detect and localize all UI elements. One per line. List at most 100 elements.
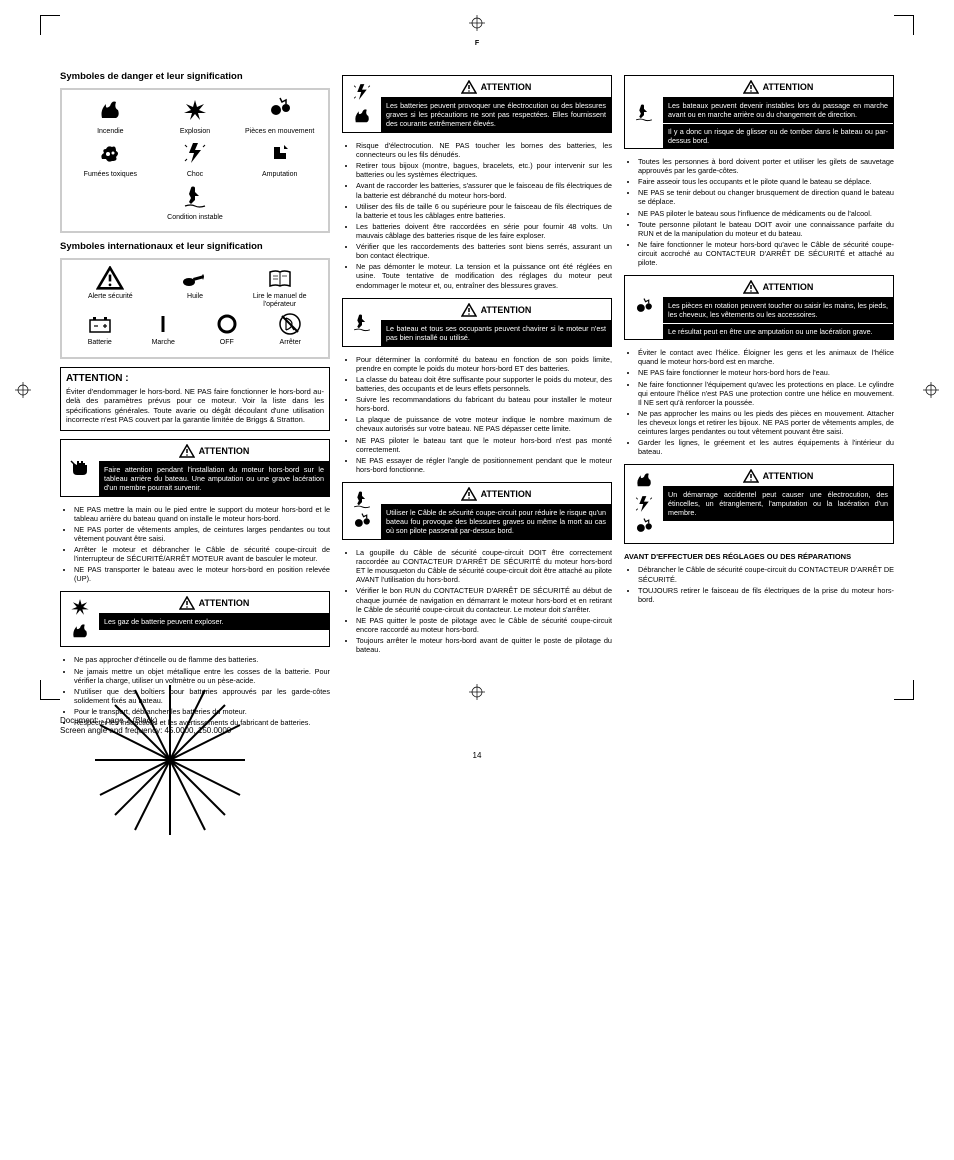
intl-symbols-title: Symboles internationaux et leur signific… bbox=[60, 241, 330, 252]
warning-amputation: ATTENTION Faire attention pendant l'inst… bbox=[60, 439, 330, 497]
intl-symbols-grid: Alerte sécurité Huile Lire le manuel de … bbox=[60, 258, 330, 359]
intl-label: Arrêter bbox=[259, 339, 323, 347]
crop-mark bbox=[40, 15, 60, 35]
shock-icon bbox=[181, 139, 209, 167]
bullet-item: NE PAS se tenir debout ou changer brusqu… bbox=[638, 188, 894, 206]
alert-triangle-icon bbox=[743, 469, 759, 483]
bullet-item: Garder les lignes, le gréement et les au… bbox=[638, 438, 894, 456]
bullet-item: Avant de raccorder les batteries, s'assu… bbox=[356, 181, 612, 199]
alert-triangle-icon bbox=[96, 266, 124, 290]
warning-accidental-start: ATTENTION Un démarrage accidentel peut c… bbox=[624, 464, 894, 544]
hand-hazard-icon bbox=[67, 457, 93, 479]
alert-triangle-icon bbox=[743, 80, 759, 94]
intl-label: Alerte sécurité bbox=[68, 293, 153, 301]
bullet-item: NE PAS transporter le bateau avec le mot… bbox=[74, 565, 330, 583]
bullet-item: NE PAS porter de vêtements amples, de ce… bbox=[74, 525, 330, 543]
unstable-icon bbox=[349, 488, 375, 510]
bullet-item: Éviter le contact avec l'hélice. Éloigne… bbox=[638, 348, 894, 366]
intl-label: Huile bbox=[153, 293, 238, 301]
moving-parts-icon bbox=[631, 517, 657, 539]
bullet-list: Débrancher le Câble de sécurité coupe-ci… bbox=[624, 565, 894, 603]
notice-text: Éviter d'endommager le hors-bord. NE PAS… bbox=[66, 387, 324, 425]
alert-triangle-icon bbox=[743, 280, 759, 294]
bullet-item: Pour déterminer la conformité du bateau … bbox=[356, 355, 612, 373]
bullet-item: Suivre les recommandations du fabricant … bbox=[356, 395, 612, 413]
attention-label: ATTENTION bbox=[199, 446, 250, 456]
registration-mark-icon bbox=[923, 382, 939, 398]
attention-label: ATTENTION bbox=[481, 305, 532, 315]
document-footer: Document: - page 2 (Black) Screen angle … bbox=[60, 716, 231, 735]
bullet-item: Toute personne pilotant le bateau DOIT a… bbox=[638, 220, 894, 238]
warning-body: Un démarrage accidentel peut causer une … bbox=[663, 486, 893, 521]
bullet-item: TOUJOURS retirer le faisceau de fils éle… bbox=[638, 586, 894, 604]
bullet-list: Toutes les personnes à bord doivent port… bbox=[624, 157, 894, 267]
warning-body: Faire attention pendant l'installation d… bbox=[99, 461, 329, 496]
hazard-label: Choc bbox=[153, 171, 238, 178]
notice-box: ATTENTION : Éviter d'endommager le hors-… bbox=[60, 367, 330, 431]
on-icon bbox=[149, 312, 177, 336]
warning-lanyard: ATTENTION Utiliser le Câble de sécurité … bbox=[342, 482, 612, 540]
page-language-letter: F bbox=[60, 40, 894, 47]
fire-icon bbox=[67, 620, 93, 642]
fire-icon bbox=[349, 105, 375, 127]
bullet-item: NE PAS piloter le bateau sous l'influenc… bbox=[638, 209, 894, 218]
shock-icon bbox=[349, 81, 375, 103]
alert-triangle-icon bbox=[461, 80, 477, 94]
warning-battery-gas: ATTENTION Les gaz de batterie peuvent ex… bbox=[60, 591, 330, 647]
bullet-item: Ne faire fonctionner le moteur hors-bord… bbox=[638, 240, 894, 267]
moving-parts-icon bbox=[349, 512, 375, 534]
oil-icon bbox=[181, 266, 209, 290]
attention-label: ATTENTION bbox=[763, 82, 814, 92]
unstable-icon bbox=[631, 101, 657, 123]
star-target-icon bbox=[904, 8, 934, 38]
hazard-symbols-grid: Incendie Explosion Pièces en mouvement F… bbox=[60, 88, 330, 233]
bullet-item: La goupille du Câble de sécurité coupe-c… bbox=[356, 548, 612, 584]
bullet-list: NE PAS mettre la main ou le pied entre l… bbox=[60, 505, 330, 584]
intl-label: Lire le manuel de l'opérateur bbox=[237, 293, 322, 308]
bullet-item: Ne jamais mettre un objet métallique ent… bbox=[74, 667, 330, 685]
registration-mark-icon bbox=[469, 15, 485, 31]
alert-triangle-icon bbox=[179, 596, 195, 610]
fire-icon bbox=[631, 469, 657, 491]
warning-body: Les gaz de batterie peuvent exploser. bbox=[99, 613, 329, 630]
bullet-item: Toujours arrêter le moteur hors-bord ava… bbox=[356, 636, 612, 654]
bullet-item: NE PAS faire fonctionner le moteur hors-… bbox=[638, 368, 894, 377]
bullet-list: Pour déterminer la conformité du bateau … bbox=[342, 355, 612, 474]
warning-body-sub: Le résultat peut en être une amputation … bbox=[663, 323, 893, 339]
bullet-item: Risque d'électrocution. NE PAS toucher l… bbox=[356, 141, 612, 159]
star-target-icon bbox=[20, 685, 50, 715]
registration-mark-icon bbox=[15, 382, 31, 398]
intl-label: Marche bbox=[132, 339, 196, 347]
attention-label: ATTENTION bbox=[763, 282, 814, 292]
hazard-label: Fumées toxiques bbox=[68, 171, 153, 178]
attention-label: ATTENTION bbox=[199, 598, 250, 608]
sub-heading: AVANT D'EFFECTUER DES RÉGLAGES OU DES RÉ… bbox=[624, 552, 894, 561]
bullet-item: Ne faire fonctionner l'équipement qu'ave… bbox=[638, 380, 894, 407]
bullet-item: Débrancher le Câble de sécurité coupe-ci… bbox=[638, 565, 894, 583]
off-icon bbox=[213, 312, 241, 336]
bullet-list: Éviter le contact avec l'hélice. Éloigne… bbox=[624, 348, 894, 456]
warning-electrocution: ATTENTION Les batteries peuvent provoque… bbox=[342, 75, 612, 133]
bullet-item: La plaque de puissance de votre moteur i… bbox=[356, 415, 612, 433]
moving-parts-icon bbox=[631, 297, 657, 319]
bullet-item: Toutes les personnes à bord doivent port… bbox=[638, 157, 894, 175]
bullet-item: Arrêter le moteur et débrancher le Câble… bbox=[74, 545, 330, 563]
shock-icon bbox=[631, 493, 657, 515]
warning-rotating-parts: ATTENTION Les pièces en rotation peuvent… bbox=[624, 275, 894, 340]
registration-mark-icon bbox=[469, 684, 485, 700]
attention-label: ATTENTION bbox=[763, 471, 814, 481]
alert-triangle-icon bbox=[179, 444, 195, 458]
bullet-list: Risque d'électrocution. NE PAS toucher l… bbox=[342, 141, 612, 290]
warning-body: Les bateaux peuvent devenir instables lo… bbox=[663, 97, 893, 123]
explosion-icon bbox=[181, 96, 209, 124]
bullet-item: Vérifier que les raccordements des batte… bbox=[356, 242, 612, 260]
bullet-item: La classe du bateau doit être suffisante… bbox=[356, 375, 612, 393]
alert-triangle-icon bbox=[461, 487, 477, 501]
hazard-label: Pièces en mouvement bbox=[237, 128, 322, 135]
footer-line: Screen angle and frequency: 45.0000, 150… bbox=[60, 726, 231, 736]
warning-body: Les batteries peuvent provoquer une élec… bbox=[381, 97, 611, 132]
bullet-item: NE PAS quitter le poste de pilotage avec… bbox=[356, 616, 612, 634]
bullet-item: NE PAS mettre la main ou le pied entre l… bbox=[74, 505, 330, 523]
warning-body-sub: Il y a donc un risque de glisser ou de t… bbox=[663, 123, 893, 148]
fire-icon bbox=[96, 96, 124, 124]
